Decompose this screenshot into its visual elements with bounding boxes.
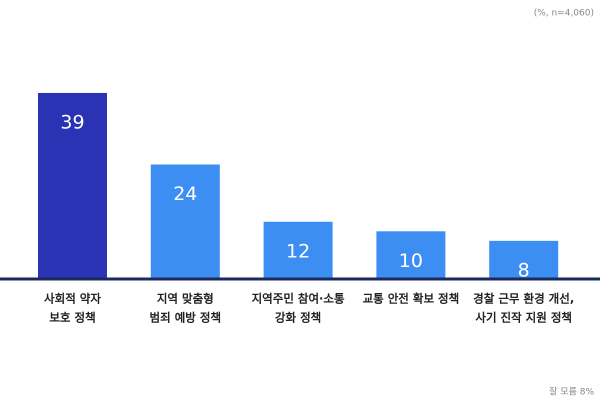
category-label: 사회적 약자	[44, 292, 101, 306]
bar	[38, 92, 107, 279]
category-label: 강화 정책	[275, 311, 321, 325]
category-label: 지역 맞춤형	[157, 292, 214, 306]
category-label: 범죄 예방 정책	[150, 311, 222, 325]
note: (%, n=4,060)	[534, 9, 594, 19]
category-label: 지역주민 참여·소통	[252, 292, 345, 306]
footnote: 잘 모름 8%	[549, 386, 594, 398]
value-label: 12	[286, 240, 310, 262]
category-label: 보호 정책	[49, 311, 95, 325]
bar	[489, 240, 559, 279]
value-label: 10	[399, 250, 423, 272]
category-label: 사기 진작 지원 정책	[475, 311, 572, 325]
value-label: 39	[60, 111, 84, 133]
bar	[376, 231, 446, 279]
value-label: 8	[518, 259, 530, 281]
value-label: 24	[173, 183, 197, 205]
bar	[263, 221, 333, 279]
bar	[150, 164, 220, 279]
category-label: 경찰 근무 환경 개선,	[473, 292, 574, 306]
category-label: 교통 안전 확보 정책	[363, 292, 460, 306]
